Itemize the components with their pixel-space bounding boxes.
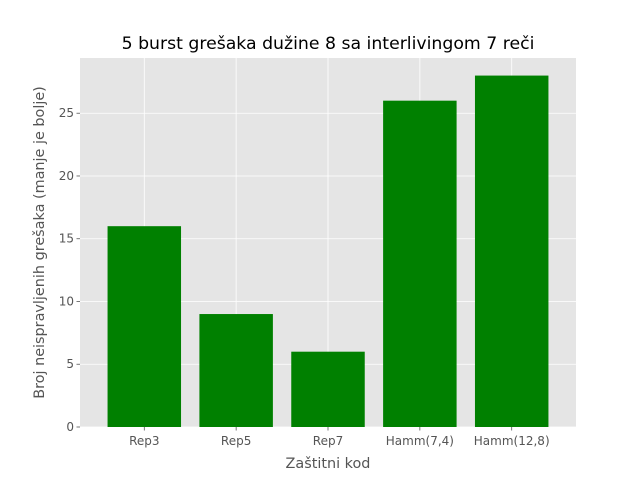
x-tick-label: Rep3 xyxy=(129,434,159,448)
bar-Rep7 xyxy=(291,351,365,427)
x-axis-label: Zaštitni kod xyxy=(286,456,371,472)
x-tick-label: Rep5 xyxy=(221,434,251,448)
x-tick-label: Hamm(7,4) xyxy=(386,434,454,448)
y-tick-label: 15 xyxy=(59,232,74,246)
x-tick-labels: Rep3 Rep5 Rep7 Hamm(7,4) Hamm(12,8) xyxy=(129,434,550,448)
y-axis-label: Broj neispravljenih grešaka (manje je bo… xyxy=(32,86,48,399)
y-tick-label: 25 xyxy=(59,106,74,120)
y-tick-label: 0 xyxy=(66,420,74,434)
bar-Hamm(7,4) xyxy=(383,100,457,428)
bars xyxy=(107,75,549,428)
y-tick-label: 10 xyxy=(59,294,74,308)
chart-title: 5 burst grešaka dužine 8 sa interlivingo… xyxy=(122,34,535,54)
bar-Rep5 xyxy=(199,314,273,427)
x-tick-label: Rep7 xyxy=(313,434,343,448)
x-tick-label: Hamm(12,8) xyxy=(474,434,550,448)
bar-Rep3 xyxy=(107,226,182,427)
y-tick-label: 20 xyxy=(59,169,74,183)
tick-marks xyxy=(76,112,513,431)
y-tick-label: 5 xyxy=(66,357,74,371)
y-tick-labels: 0 5 10 15 20 25 xyxy=(59,106,74,434)
bar-Hamm(12,8) xyxy=(474,75,549,428)
